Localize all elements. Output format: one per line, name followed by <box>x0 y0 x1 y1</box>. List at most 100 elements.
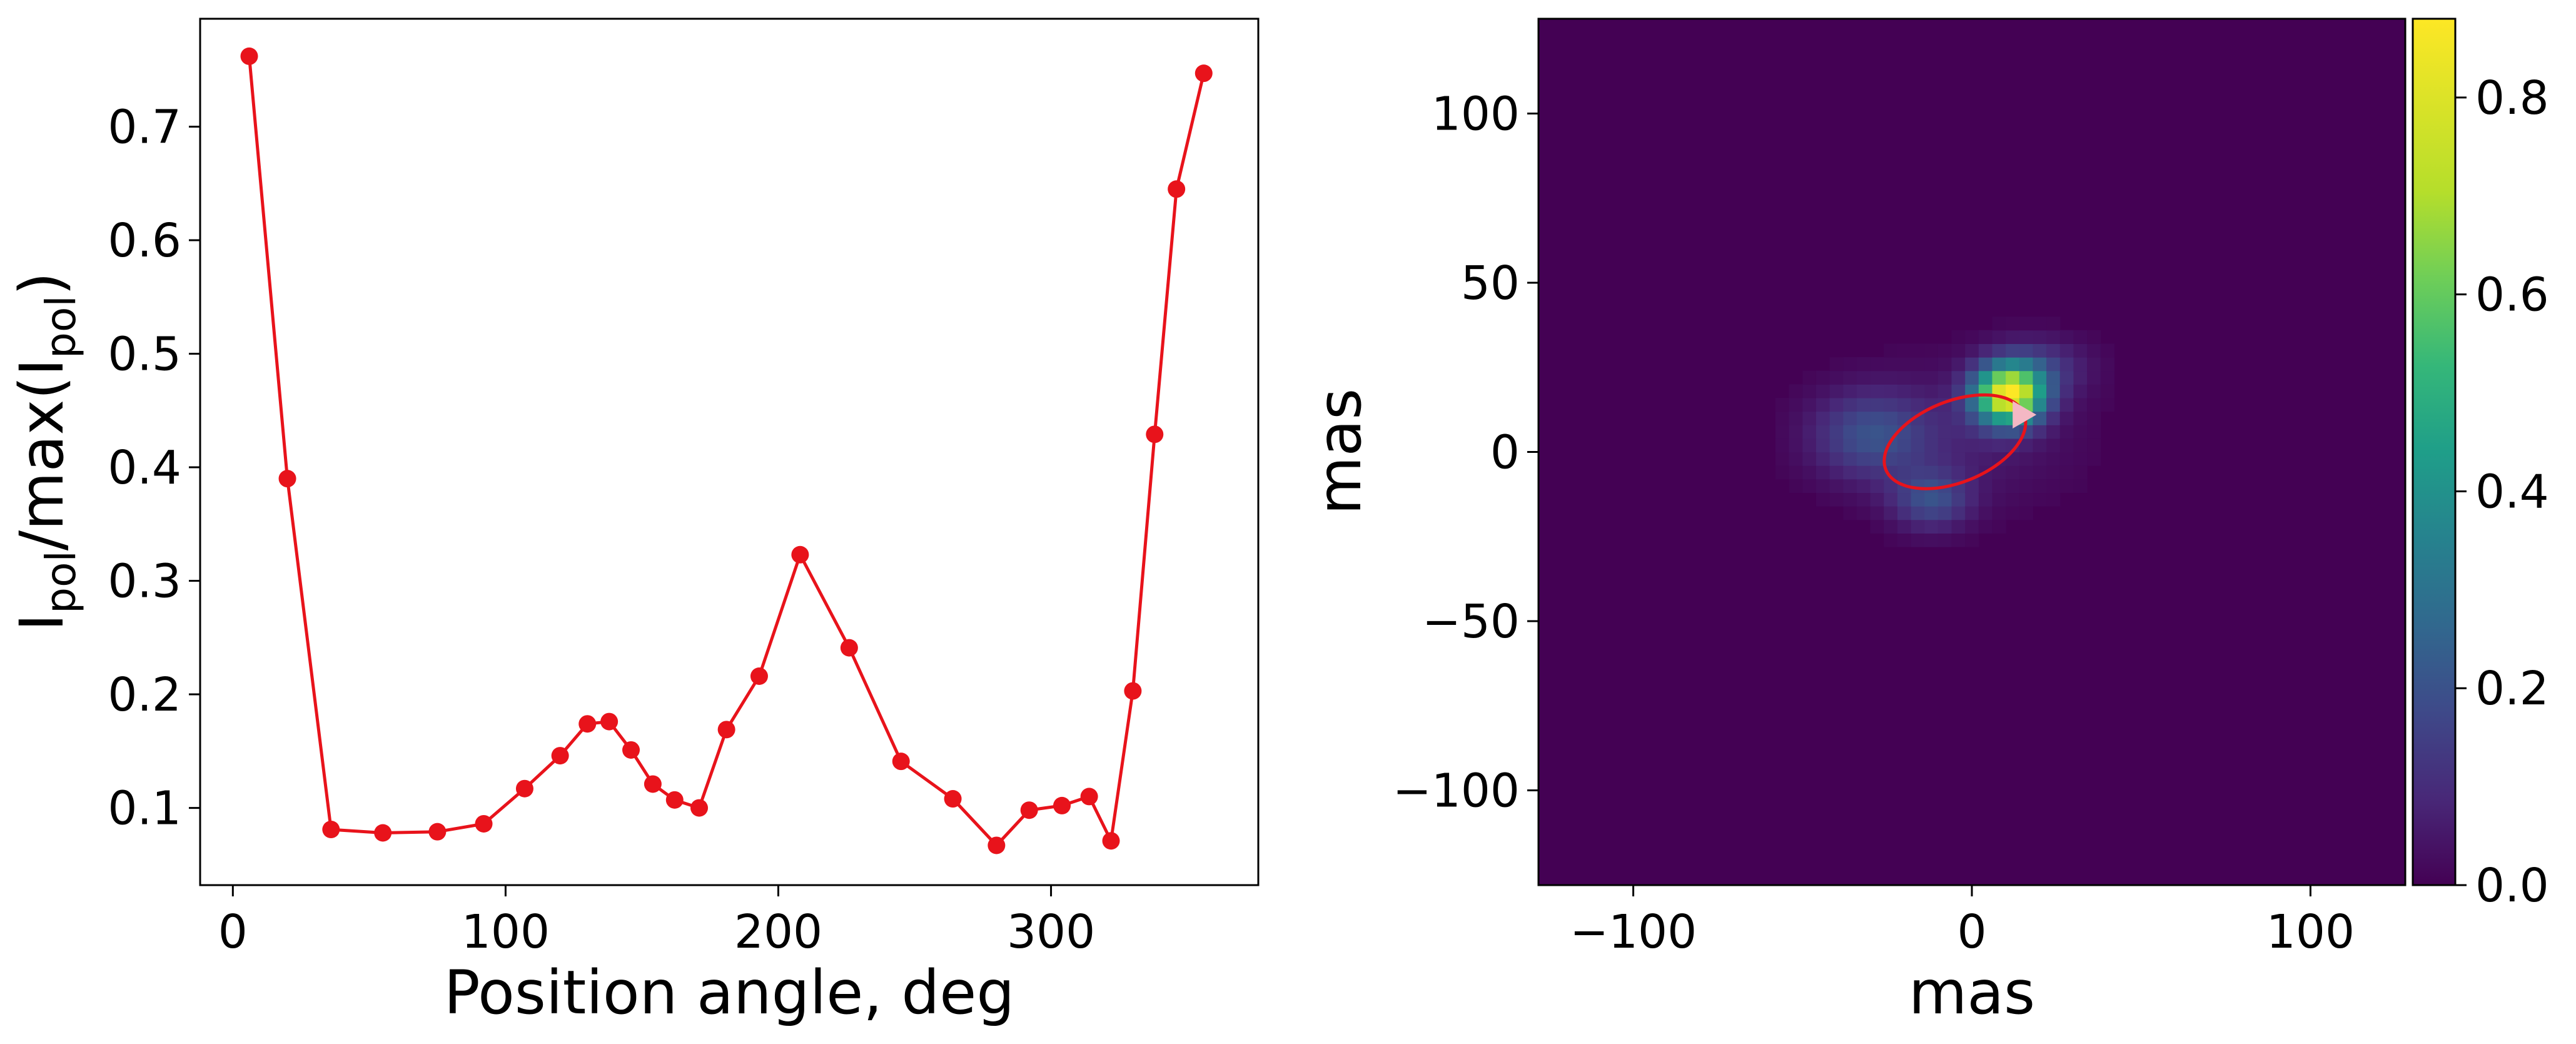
heatmap-cell <box>1856 492 1871 507</box>
heatmap-cell <box>2073 397 2088 412</box>
line-plot-area <box>199 18 1260 886</box>
heatmap-cell <box>1856 438 1871 453</box>
data-point <box>622 741 640 759</box>
heatmap-y-ticks: −100 −50 0 50 100 <box>1393 87 1538 818</box>
heatmap-cell <box>1870 479 1884 494</box>
heatmap-cell <box>2033 465 2047 480</box>
data-point <box>475 814 493 833</box>
heatmap-cell <box>2100 370 2114 385</box>
heatmap-cell <box>1924 452 1939 466</box>
heatmap-cell <box>1951 438 1966 453</box>
colorbar-tick-label: 0.0 <box>2475 859 2549 913</box>
heatmap-cell <box>2073 479 2088 494</box>
heatmap-cell <box>1911 492 1925 507</box>
heatmap-cell <box>1911 425 1925 439</box>
heatmap-cell <box>1978 397 1993 412</box>
data-point <box>944 790 962 808</box>
heatmap-cell <box>1937 438 1952 453</box>
heatmap-x-axis-label: mas <box>1909 958 2035 1028</box>
heatmap-cell <box>1884 519 1898 534</box>
heatmap-cell <box>2059 438 2074 453</box>
heatmap-cell <box>1884 506 1898 520</box>
heatmap-cell <box>1924 343 1939 358</box>
heatmap-cell <box>2100 357 2114 372</box>
heatmap-cell <box>1965 492 1979 507</box>
heatmap-cell <box>1897 343 1912 358</box>
heatmap-cell <box>2019 370 2034 385</box>
heatmap-cell <box>1937 411 1952 425</box>
heatmap-cell <box>2087 384 2101 398</box>
heatmap-cell <box>1978 343 1993 358</box>
heatmap-cell <box>1937 465 1952 480</box>
heatmap-cell <box>1789 452 1803 466</box>
data-point <box>690 799 709 817</box>
heatmap-cell <box>1897 384 1912 398</box>
heatmap-cell <box>1992 465 2006 480</box>
heatmap-cell <box>1829 492 1844 507</box>
heatmap-cell <box>1816 492 1831 507</box>
heatmap-cell <box>1884 533 1898 547</box>
heatmap-cell <box>1856 411 1871 425</box>
heatmap-cell <box>1951 492 1966 507</box>
heatmap-cell <box>1789 465 1803 480</box>
heatmap-cell <box>2033 479 2047 494</box>
data-point <box>750 667 768 686</box>
data-point <box>515 779 533 798</box>
heatmap-cell <box>1992 330 2006 344</box>
heatmap-cell <box>2033 438 2047 453</box>
data-point <box>600 712 619 731</box>
heatmap-cell <box>2046 479 2061 494</box>
heatmap-x-ticks: −100 0 100 <box>1570 885 2355 959</box>
data-point <box>322 821 340 839</box>
heatmap-cell <box>1843 492 1857 507</box>
heatmap-cell <box>1843 425 1857 439</box>
heatmap-cell <box>1884 465 1898 480</box>
heatmap-cell <box>2059 370 2074 385</box>
data-point <box>1080 788 1098 806</box>
heatmap-cell <box>2006 370 2020 385</box>
heatmap-cell <box>1870 411 1884 425</box>
heatmap-cell <box>1897 357 1912 372</box>
heatmap-cell <box>2073 425 2088 439</box>
data-point <box>278 470 296 488</box>
heatmap-image <box>1538 19 2405 885</box>
heatmap-cell <box>1884 357 1898 372</box>
heatmap-cell <box>2006 465 2020 480</box>
heatmap-cell <box>1937 370 1952 385</box>
heatmap-cell <box>2059 357 2074 372</box>
heatmap-cell <box>1992 343 2006 358</box>
heatmap-cell <box>1843 506 1857 520</box>
heatmap-cell <box>2006 425 2020 439</box>
heatmap-cell <box>2019 479 2034 494</box>
data-point <box>840 639 858 657</box>
heatmap-cell <box>1829 370 1844 385</box>
heatmap-cell <box>1911 384 1925 398</box>
heatmap-cell <box>1965 479 1979 494</box>
heatmap-cell <box>2046 492 2061 507</box>
heatmap-cell <box>1951 465 1966 480</box>
colorbar <box>2412 18 2457 886</box>
heatmap-cell <box>1965 533 1979 547</box>
heatmap-cell <box>1856 384 1871 398</box>
heatmap-cell <box>1897 492 1912 507</box>
heatmap-cell <box>1856 425 1871 439</box>
heatmap-cell <box>1911 370 1925 385</box>
heatmap-cell <box>1937 384 1952 398</box>
heatmap-cell <box>2006 317 2020 331</box>
heatmap-cell <box>2033 330 2047 344</box>
heatmap-cell <box>1992 438 2006 453</box>
data-point <box>240 47 258 65</box>
heatmap-cell <box>1843 438 1857 453</box>
line-x-ticks: 0 100 200 300 <box>218 885 1095 959</box>
heatmap-cell <box>1965 425 1979 439</box>
heatmap-y-tick-label: 100 <box>1432 87 1520 141</box>
heatmap-cell <box>1911 452 1925 466</box>
heatmap-cell <box>2073 452 2088 466</box>
heatmap-cell <box>1843 370 1857 385</box>
heatmap-cell <box>1884 479 1898 494</box>
heatmap-cell <box>1829 397 1844 412</box>
heatmap-cell <box>2006 357 2020 372</box>
heatmap-cell <box>1816 479 1831 494</box>
heatmap-cell <box>1897 506 1912 520</box>
heatmap-cell <box>1965 438 1979 453</box>
